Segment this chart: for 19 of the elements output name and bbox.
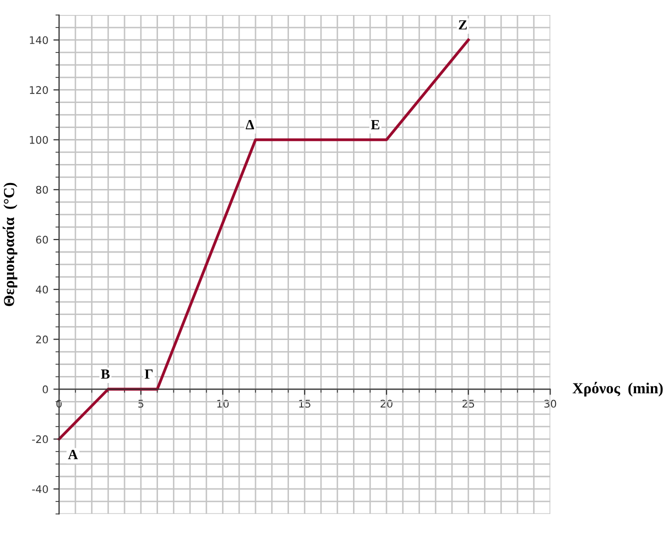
y-axis-title: Θερμοκρασία (°C) bbox=[2, 182, 18, 306]
annotation: Γ bbox=[144, 370, 153, 379]
y-tick-label: 60 bbox=[36, 236, 48, 244]
y-tick-label: -20 bbox=[32, 435, 48, 444]
annotation: Δ bbox=[246, 120, 254, 130]
annotation: Α bbox=[68, 450, 78, 460]
x-axis-title: Χρόνος (min) bbox=[572, 382, 663, 396]
y-tick-label: 20 bbox=[36, 336, 48, 344]
y-tick-label: 140 bbox=[30, 36, 48, 44]
annotation: Ζ bbox=[458, 20, 467, 30]
y-tick-label: 80 bbox=[36, 186, 48, 194]
y-tick-label: 0 bbox=[42, 385, 48, 394]
annotation: Β bbox=[100, 370, 110, 379]
y-tick-label: 100 bbox=[30, 136, 48, 144]
y-tick-label: 120 bbox=[30, 86, 48, 94]
y-tick-label: -40 bbox=[32, 485, 48, 494]
x-tick-label: 30 bbox=[544, 400, 556, 408]
annotation: Ε bbox=[370, 120, 380, 130]
y-tick-label: 40 bbox=[36, 286, 48, 294]
